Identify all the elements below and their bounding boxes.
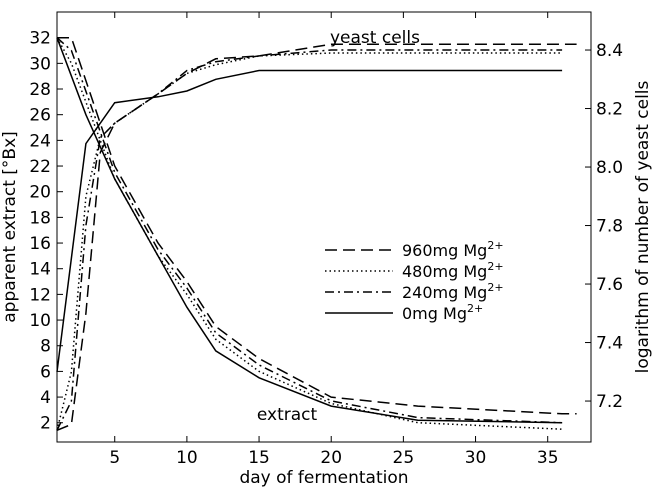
legend-label-sup-1: 2+	[487, 260, 503, 273]
legend-label-main-0: 960mg Mg	[402, 241, 487, 260]
y-left-tick-label-4: 10	[29, 311, 51, 331]
plot-frame	[56, 11, 592, 443]
y-left-tick-label-6: 14	[29, 260, 51, 280]
y-left-tick-label-9: 20	[29, 183, 51, 203]
y-left-tick-label-7: 16	[29, 234, 51, 254]
data-marks	[56, 36, 577, 431]
yeast-line-2	[56, 49, 563, 431]
extract-line-2	[56, 37, 563, 424]
legend-label-sup-3: 2+	[467, 302, 483, 315]
legend-label-main-3: 0mg Mg	[402, 304, 467, 323]
legend-label-main-2: 240mg Mg	[402, 283, 487, 302]
y-right-tick-label-3: 7.8	[596, 217, 623, 237]
yeast-line-0	[56, 43, 577, 431]
legend-label-sup-2: 2+	[487, 281, 503, 294]
legend-label-main-1: 480mg Mg	[402, 262, 487, 281]
y-right-tick-label-0: 7.2	[596, 392, 623, 412]
x-tick-label-4: 25	[393, 448, 415, 468]
y-right-tick-label-4: 8.0	[596, 158, 623, 178]
y-left-tick-label-15: 32	[29, 29, 51, 49]
legend: 960mg Mg2+480mg Mg2+240mg Mg2+0mg Mg2+	[325, 239, 504, 323]
extract-annotation: extract	[257, 405, 318, 425]
yeast-line-1	[56, 52, 563, 431]
x-tick-label-3: 20	[320, 448, 342, 468]
yeast-line-3	[56, 69, 563, 372]
y-left-tick-label-2: 6	[40, 362, 51, 382]
y-axis-right: 7.2 7.4 7.6 7.8 8.0 8.2 8.4	[585, 41, 623, 412]
y-axis-left-label: apparent extract [°Bx]	[0, 131, 20, 323]
x-tick-label-1: 10	[176, 448, 198, 468]
legend-label-0: 960mg Mg2+	[402, 239, 504, 260]
y-right-tick-label-5: 8.2	[596, 100, 623, 120]
y-left-tick-label-8: 18	[29, 208, 51, 228]
y-right-tick-label-6: 8.4	[596, 41, 623, 61]
legend-label-2: 240mg Mg2+	[402, 281, 504, 302]
yeast-cells-annotation: yeast cells	[330, 28, 420, 48]
x-tick-label-6: 35	[537, 448, 559, 468]
y-left-tick-label-12: 26	[29, 106, 51, 126]
y-axis-right-label: logarithm of number of yeast cells	[633, 80, 653, 373]
legend-label-3: 0mg Mg2+	[402, 302, 483, 323]
x-axis: 5 10 15 20 25 30 35	[109, 12, 559, 468]
extract-line-3	[56, 37, 563, 424]
y-left-tick-label-1: 4	[40, 388, 51, 408]
y-left-tick-label-10: 22	[29, 157, 51, 177]
y-right-tick-label-1: 7.4	[596, 334, 623, 354]
legend-label-1: 480mg Mg2+	[402, 260, 504, 281]
extract-line-1	[56, 37, 563, 430]
y-left-tick-label-11: 24	[29, 131, 51, 151]
y-left-tick-label-13: 28	[29, 80, 51, 100]
x-tick-label-0: 5	[109, 448, 120, 468]
y-left-tick-label-0: 2	[40, 414, 51, 434]
legend-label-sup-0: 2+	[487, 239, 503, 252]
y-right-tick-label-2: 7.6	[596, 275, 623, 295]
y-left-tick-label-5: 12	[29, 285, 51, 305]
x-axis-label: day of fermentation	[239, 468, 408, 488]
y-left-tick-label-14: 30	[29, 54, 51, 74]
x-tick-label-5: 30	[465, 448, 487, 468]
y-left-tick-label-3: 8	[40, 337, 51, 357]
x-tick-label-2: 15	[248, 448, 270, 468]
